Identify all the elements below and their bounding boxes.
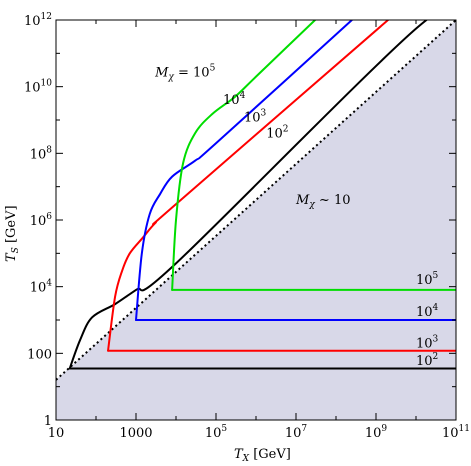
series-line-7 [171, 20, 317, 291]
y-axis-label-unit: [GeV] [4, 205, 19, 247]
annotation-main: 10 [416, 354, 433, 369]
y-axis-label-sub: S [11, 247, 21, 253]
annotation-main: M [154, 66, 169, 81]
axis-ticks [55, 19, 457, 421]
y-axis-label: TS [GeV] [4, 205, 21, 262]
annotation-ann-right-1e3: 103 [416, 334, 439, 351]
y-tick-label: 100 [27, 347, 52, 362]
tick-label-base: 10 [24, 81, 41, 96]
annotation-exp: 2 [433, 352, 439, 362]
tick-label-exp: 8 [46, 145, 52, 155]
tick-label-exp: 9 [381, 424, 387, 434]
tick-label-base: 10 [285, 426, 302, 441]
annotation-exp: 5 [433, 271, 439, 281]
tick-label-base: 10 [30, 281, 47, 296]
plot-area [56, 20, 456, 420]
y-tick-label: 1012 [24, 12, 52, 29]
annotation-main: 10 [416, 305, 433, 320]
annotation-ann-right-1e4: 104 [416, 303, 439, 320]
annotation-ann-top-1e2: 102 [266, 124, 288, 141]
annotation-ann-right-1e5: 105 [416, 271, 439, 288]
series-line-6 [135, 20, 353, 321]
annotation-main: 10 [416, 336, 433, 351]
annotation-exp: 3 [433, 334, 439, 344]
annotation-exp: 5 [210, 64, 216, 74]
series-line-4 [68, 20, 456, 370]
tick-label-base: 10 [442, 426, 459, 441]
tick-label-base: 1 [44, 414, 52, 429]
annotation-main: M [295, 193, 310, 208]
x-tick-label: 1000 [119, 426, 152, 441]
annotation-ann-top-1e4: 104 [223, 91, 246, 108]
tick-label-base: 10 [205, 426, 222, 441]
tick-label-base: 10 [30, 214, 47, 229]
x-axis-label: TX [GeV] [234, 447, 291, 464]
annotation-main: 10 [266, 126, 283, 141]
shaded-region [56, 20, 456, 420]
tick-label-base: 10 [24, 14, 41, 29]
series-line-5 [107, 20, 390, 352]
annotation-sub: χ [167, 73, 174, 83]
x-tick-label: 1011 [442, 424, 470, 441]
x-axis-label-main: T [234, 447, 244, 462]
x-axis-label-unit: [GeV] [249, 447, 291, 462]
tick-label-base: 10 [365, 426, 382, 441]
annotation-exp: 2 [283, 124, 289, 134]
annotation-mx-sim-10: Mχ ~ 10 [295, 193, 350, 210]
annotation-sub: χ [308, 200, 315, 210]
tick-label-exp: 7 [301, 424, 307, 434]
tick-label-exp: 11 [459, 424, 470, 434]
annotation-tail: ~ 10 [315, 193, 351, 208]
tick-label-exp: 6 [46, 212, 52, 222]
tick-label-base: 100 [27, 347, 52, 362]
tick-label-base: 10 [48, 426, 65, 441]
y-axis-label-main: T [4, 252, 19, 262]
tick-label-base: 10 [30, 147, 47, 162]
tick-label-exp: 12 [41, 12, 52, 22]
x-tick-label: 109 [365, 424, 388, 441]
annotation-main: 10 [223, 93, 240, 108]
tick-label-exp: 5 [221, 424, 227, 434]
annotation-main: 10 [416, 273, 433, 288]
y-tick-label: 1 [44, 414, 52, 429]
annotation-exp: 4 [240, 91, 246, 101]
tick-label-exp: 10 [41, 79, 53, 89]
tick-label-base: 1000 [119, 426, 152, 441]
annotation-main: 10 [244, 111, 261, 126]
x-tick-label: 107 [285, 424, 308, 441]
y-tick-label: 1010 [24, 79, 52, 96]
annotation-exp: 3 [261, 109, 267, 119]
x-tick-label: 105 [205, 424, 228, 441]
annotation-tail: = 10 [174, 66, 210, 81]
annotation-mx-label: Mχ = 105 [154, 64, 215, 83]
y-tick-label: 108 [30, 145, 53, 162]
y-tick-label: 104 [30, 279, 53, 296]
tick-label-exp: 4 [46, 279, 52, 289]
annotation-exp: 4 [433, 303, 439, 313]
x-axis-label-sub: X [242, 454, 250, 464]
annotation-ann-right-1e2: 102 [416, 352, 438, 369]
x-tick-label: 10 [48, 426, 65, 441]
y-tick-label: 106 [30, 212, 53, 229]
annotation-ann-top-1e3: 103 [244, 109, 267, 126]
